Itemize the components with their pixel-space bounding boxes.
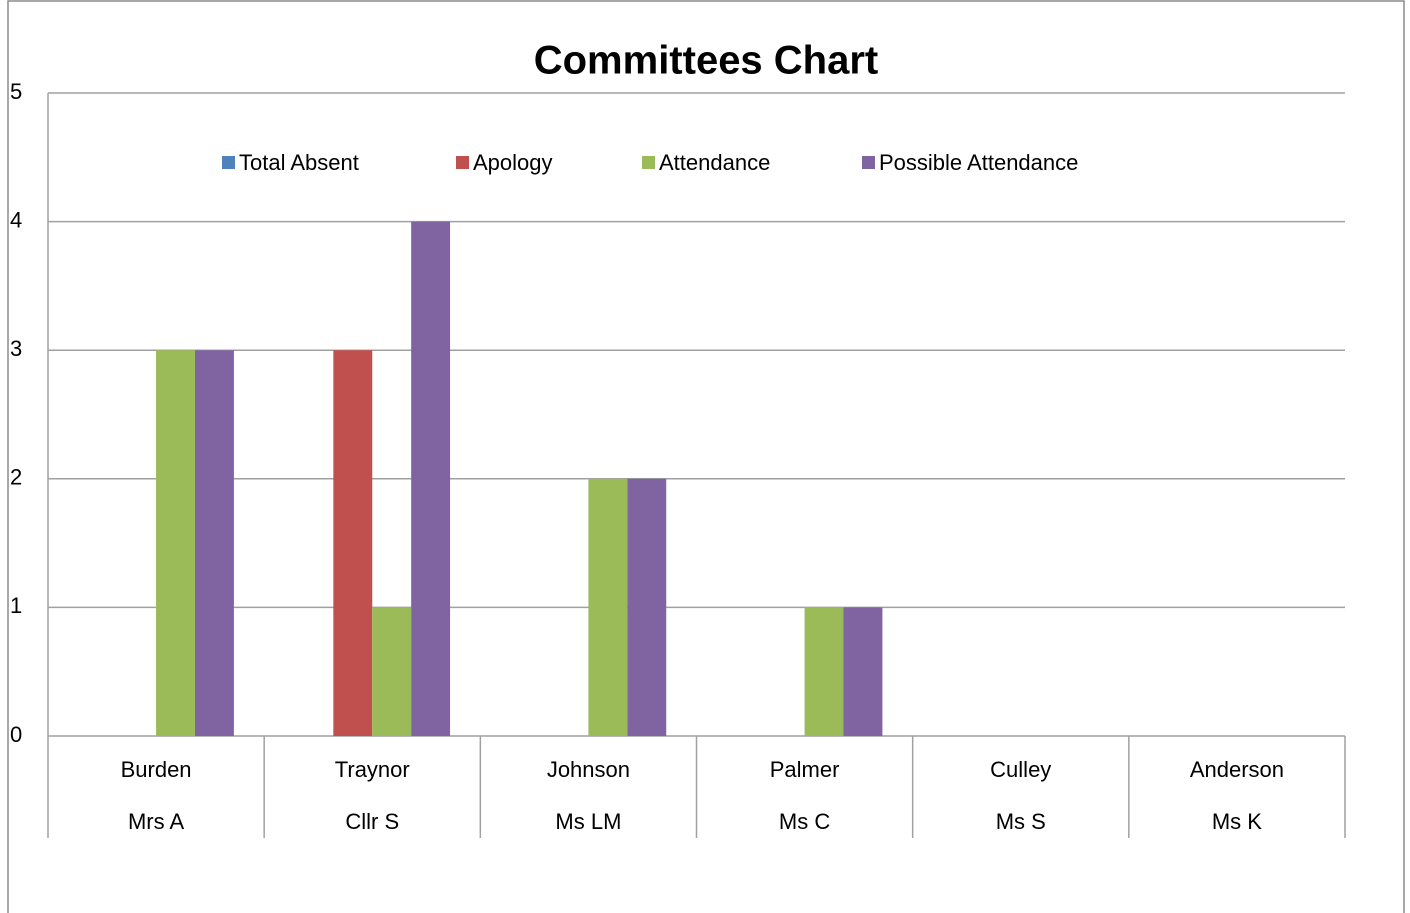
y-tick-label: 0 <box>10 722 22 747</box>
x-tick-label: Ms LM <box>555 809 621 834</box>
bar <box>588 478 628 736</box>
y-tick-label: 1 <box>10 593 22 618</box>
legend-swatch <box>222 156 235 169</box>
bar <box>411 221 451 737</box>
chart-border <box>7 0 1405 913</box>
x-tick-label: Ms C <box>779 809 830 834</box>
legend-label: Possible Attendance <box>879 150 1078 175</box>
bar <box>333 350 373 736</box>
x-tick-label: Anderson <box>1190 757 1284 782</box>
x-tick-label: Traynor <box>335 757 410 782</box>
x-tick-label: Ms S <box>996 809 1046 834</box>
chart-title: Committees Chart <box>534 39 879 83</box>
bar <box>843 607 883 736</box>
bar <box>194 350 234 736</box>
legend-swatch <box>862 156 875 169</box>
x-tick-label: Palmer <box>770 757 840 782</box>
bar <box>372 607 412 736</box>
legend-label: Total Absent <box>239 150 359 175</box>
y-tick-label: 3 <box>10 336 22 361</box>
x-tick-label: Burden <box>121 757 192 782</box>
legend-swatch <box>456 156 469 169</box>
bar <box>804 607 844 736</box>
x-tick-label: Johnson <box>547 757 630 782</box>
bar <box>627 478 667 736</box>
x-tick-label: Ms K <box>1212 809 1262 834</box>
x-tick-label: Mrs A <box>128 809 185 834</box>
legend-label: Apology <box>473 150 553 175</box>
x-tick-label: Cllr S <box>345 809 399 834</box>
bar <box>156 350 195 736</box>
x-tick-label: Culley <box>990 757 1051 782</box>
legend-label: Attendance <box>659 150 770 175</box>
y-tick-label: 4 <box>10 207 22 232</box>
legend-swatch <box>642 156 655 169</box>
y-tick-label: 2 <box>10 465 22 490</box>
y-tick-label: 5 <box>10 79 22 104</box>
